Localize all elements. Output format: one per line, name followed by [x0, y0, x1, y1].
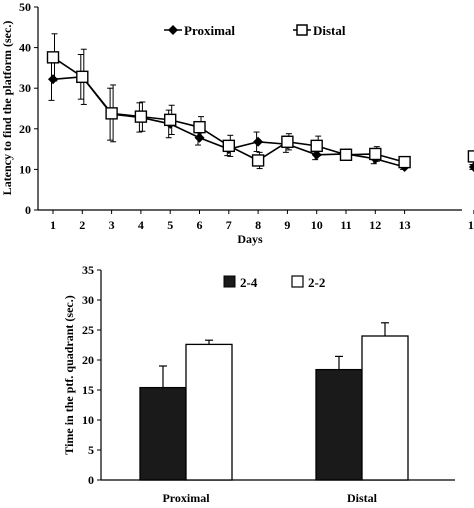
y-tick-label: 40 [19, 41, 31, 55]
x-tick-label: 7 [226, 218, 232, 232]
line-chart-series [46, 33, 474, 172]
legend-2-2-label: 2-2 [308, 275, 325, 290]
y-tick-label: 50 [19, 0, 31, 14]
distal-point [339, 148, 353, 161]
legend-proximal-marker [168, 25, 178, 35]
proximal-point [48, 74, 58, 85]
y-tick-label: 30 [19, 81, 31, 95]
x-tick-label: 1 [50, 218, 56, 232]
y-tick-label: 25 [82, 323, 94, 337]
bar-chart-legend: 2-4 2-2 [223, 275, 325, 290]
proximal-point [311, 149, 322, 160]
line-chart-legend: Proximal Distal [164, 23, 346, 38]
y-tick-label: 35 [82, 263, 94, 277]
line-chart-x-ticks: 1234567891011121314 [50, 210, 474, 232]
distal-point [222, 139, 236, 153]
y-tick-label: 5 [88, 443, 94, 457]
legend-2-2-swatch [291, 275, 304, 288]
y-tick-label: 15 [82, 383, 94, 397]
distal-point [163, 113, 177, 127]
line-chart-y-ticks: 0 10 20 30 40 50 [19, 0, 38, 217]
legend-distal-marker [296, 24, 308, 36]
y-tick-label: 20 [19, 122, 31, 136]
bar-2-2 [361, 335, 409, 481]
distal-point [76, 70, 89, 84]
line-chart-x-axis-title: Days [237, 232, 263, 246]
distal-point [467, 150, 474, 163]
bar-chart-x-ticks: Proximal Distal [162, 491, 377, 505]
x-category-label: Proximal [162, 491, 210, 505]
proximal-point [194, 132, 205, 143]
y-tick-label: 30 [82, 293, 94, 307]
y-tick-label: 10 [82, 413, 94, 427]
x-tick-label: 12 [369, 218, 381, 232]
proximal-point [253, 136, 264, 147]
distal-point [310, 139, 323, 153]
y-tick-label: 10 [19, 162, 31, 176]
bar-chart-y-axis-title: Time in the ptf. quadrant (sec.) [62, 295, 76, 454]
distal-point [281, 135, 294, 148]
distal-point [251, 154, 265, 167]
legend-distal-label: Distal [313, 23, 346, 38]
bar-chart-bars [139, 322, 409, 481]
bar-chart: 0 5 10 15 20 25 30 35 Proximal Distal Time in th… [62, 263, 455, 505]
x-tick-label: 14 [468, 218, 474, 232]
legend-2-4-label: 2-4 [240, 275, 258, 290]
distal-point [105, 107, 118, 120]
proximal-point [468, 161, 474, 172]
bar-2-4 [315, 368, 363, 481]
x-tick-label: 13 [399, 218, 411, 232]
x-tick-label: 4 [138, 218, 144, 232]
distal-point [46, 51, 60, 64]
legend-proximal-label: Proximal [184, 23, 235, 38]
bar-chart-y-ticks: 0 5 10 15 20 25 30 35 [82, 263, 101, 487]
legend-2-4-swatch [223, 275, 236, 288]
x-category-label: Distal [347, 491, 378, 505]
x-tick-label: 9 [284, 218, 290, 232]
x-tick-label: 10 [311, 218, 323, 232]
distal-point [193, 120, 206, 134]
x-tick-label: 11 [340, 218, 351, 232]
x-tick-label: 8 [255, 218, 261, 232]
distal-point [369, 147, 382, 161]
line-chart-y-axis-title: Latency to find the platform (sec.) [0, 21, 14, 196]
bar-2-2 [185, 343, 233, 481]
x-tick-label: 3 [109, 218, 115, 232]
distal-point [398, 155, 411, 169]
y-tick-label: 0 [25, 203, 31, 217]
x-tick-label: 6 [197, 218, 203, 232]
distal-point [134, 110, 148, 123]
y-tick-label: 20 [82, 353, 94, 367]
bar-2-4 [139, 386, 187, 481]
x-tick-label: 5 [167, 218, 173, 232]
y-tick-label: 0 [88, 473, 94, 487]
x-tick-label: 2 [79, 218, 85, 232]
